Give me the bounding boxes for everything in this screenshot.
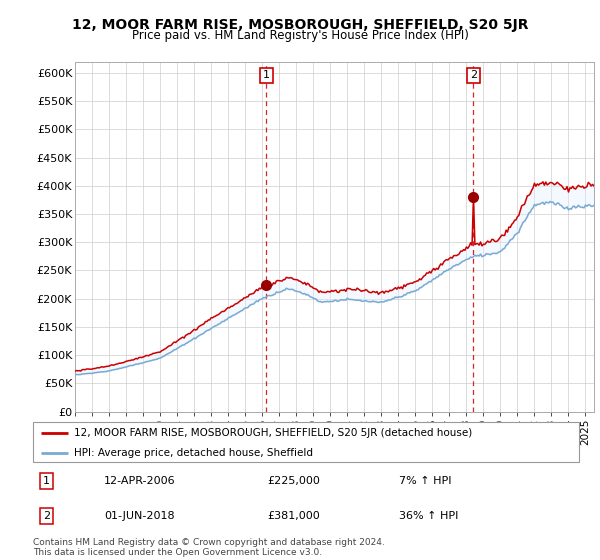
- Text: £225,000: £225,000: [268, 475, 320, 486]
- Text: 7% ↑ HPI: 7% ↑ HPI: [399, 475, 451, 486]
- Text: 01-JUN-2018: 01-JUN-2018: [104, 511, 175, 521]
- Text: 2: 2: [43, 511, 50, 521]
- Text: 1: 1: [43, 475, 50, 486]
- Text: HPI: Average price, detached house, Sheffield: HPI: Average price, detached house, Shef…: [74, 448, 313, 458]
- Text: 1: 1: [263, 71, 270, 80]
- Text: Contains HM Land Registry data © Crown copyright and database right 2024.
This d: Contains HM Land Registry data © Crown c…: [33, 538, 385, 557]
- Text: 12-APR-2006: 12-APR-2006: [104, 475, 176, 486]
- Text: £381,000: £381,000: [268, 511, 320, 521]
- FancyBboxPatch shape: [33, 422, 579, 462]
- Text: 12, MOOR FARM RISE, MOSBOROUGH, SHEFFIELD, S20 5JR (detached house): 12, MOOR FARM RISE, MOSBOROUGH, SHEFFIEL…: [74, 428, 472, 437]
- Text: Price paid vs. HM Land Registry's House Price Index (HPI): Price paid vs. HM Land Registry's House …: [131, 29, 469, 42]
- Text: 2: 2: [470, 71, 477, 80]
- Text: 36% ↑ HPI: 36% ↑ HPI: [399, 511, 458, 521]
- Text: 12, MOOR FARM RISE, MOSBOROUGH, SHEFFIELD, S20 5JR: 12, MOOR FARM RISE, MOSBOROUGH, SHEFFIEL…: [72, 18, 528, 32]
